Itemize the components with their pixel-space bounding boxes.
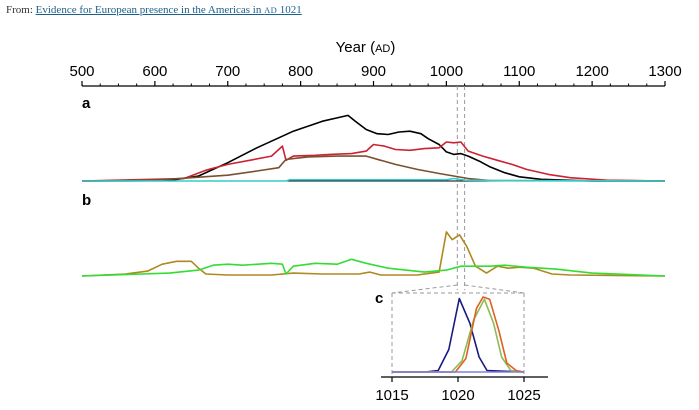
x-axis-label: Year ( bbox=[336, 39, 375, 56]
panel-a-label: a bbox=[82, 95, 91, 112]
panel-b-series-1-line bbox=[81, 231, 666, 277]
panel-a-series-2-line bbox=[81, 141, 666, 182]
panel-c-series-3-line bbox=[392, 296, 525, 373]
source-prefix: From: bbox=[6, 4, 36, 16]
x-tick-label: 1100 bbox=[503, 63, 535, 80]
panel-b-series-2-line bbox=[81, 258, 666, 277]
source-link-text-after: 1021 bbox=[277, 4, 302, 16]
source-link[interactable]: Evidence for European presence in the Am… bbox=[36, 4, 302, 16]
x-tick-label: 600 bbox=[142, 63, 167, 80]
source-link-era: AD bbox=[264, 5, 278, 15]
source-attribution: From: Evidence for European presence in … bbox=[6, 4, 302, 16]
panel-c-label: c bbox=[375, 290, 383, 307]
x-tick-label: 1200 bbox=[575, 63, 608, 80]
x-tick-label: 1300 bbox=[648, 63, 681, 80]
source-link-text-before: Evidence for European presence in the Am… bbox=[35, 4, 265, 16]
x-axis-paren: ) bbox=[390, 39, 395, 56]
x-tick-label: 900 bbox=[361, 63, 386, 80]
panel-c-series-2-line bbox=[392, 298, 525, 373]
panel-a-series-4-line bbox=[82, 177, 666, 182]
inset-connector-right bbox=[464, 284, 525, 294]
x-tick-label: 1000 bbox=[430, 63, 463, 80]
inset-connector-left bbox=[391, 284, 458, 294]
panel-c-tick-label: 1025 bbox=[507, 387, 540, 404]
panel-a-series-3-line bbox=[81, 155, 666, 182]
x-tick-label: 700 bbox=[215, 63, 240, 80]
x-axis-title: Year (AD) bbox=[336, 39, 396, 56]
x-axis-unit: AD bbox=[375, 43, 390, 55]
panel-c-tick-label: 1020 bbox=[441, 387, 474, 404]
x-tick-label: 500 bbox=[69, 63, 94, 80]
panel-c-tick-label: 1015 bbox=[375, 387, 408, 404]
x-tick-label: 800 bbox=[288, 63, 313, 80]
panel-b-label: b bbox=[82, 192, 91, 209]
panel-a-series-1-line bbox=[81, 114, 665, 182]
